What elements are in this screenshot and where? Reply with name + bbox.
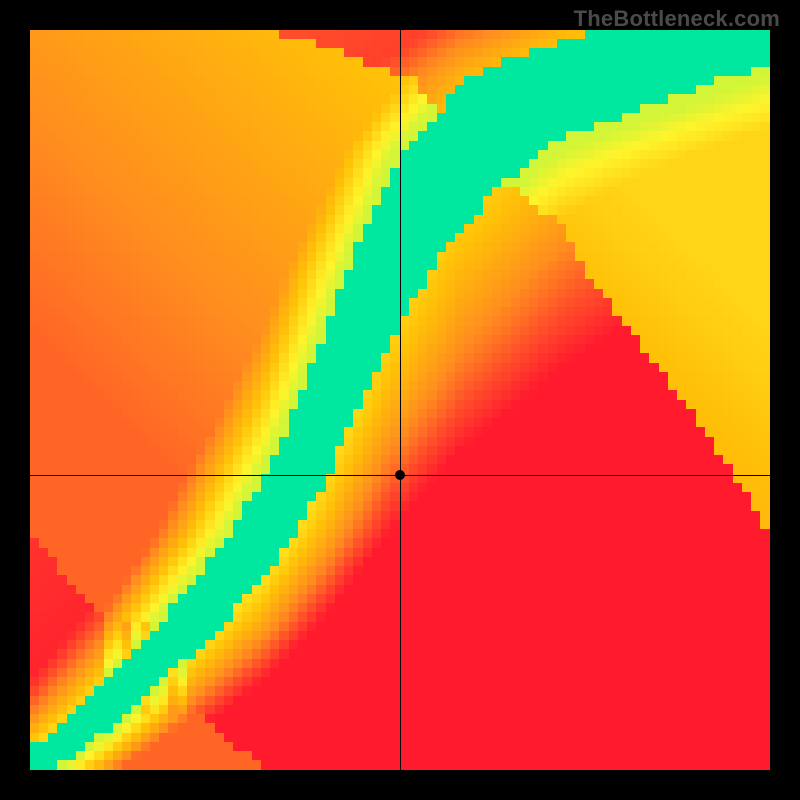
watermark-text: TheBottleneck.com (574, 6, 780, 32)
crosshair-point (395, 470, 405, 480)
chart-frame: TheBottleneck.com (0, 0, 800, 800)
crosshair-vertical (400, 30, 401, 770)
